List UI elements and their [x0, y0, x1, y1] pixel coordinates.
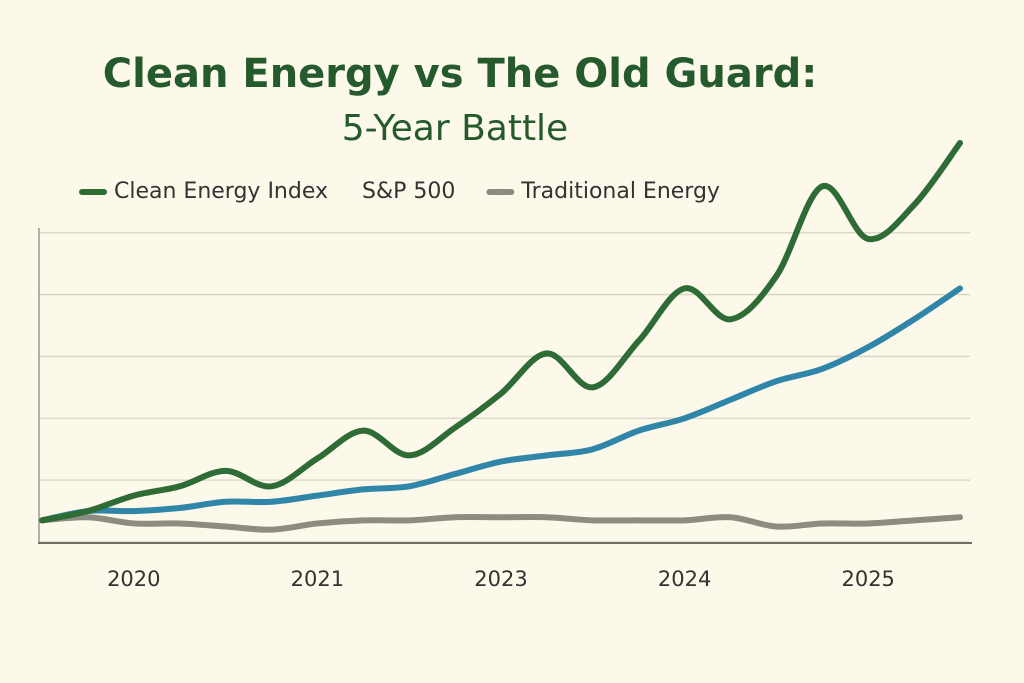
series-line	[39, 514, 963, 533]
series-line	[39, 285, 963, 524]
chart-title: Clean Energy vs The Old Guard:	[103, 51, 817, 97]
chart-subtitle: 5-Year Battle	[342, 108, 568, 149]
legend-label: S&P 500	[362, 179, 455, 204]
x-tick-label: 2021	[291, 567, 344, 591]
x-tick-label: 2020	[107, 567, 160, 591]
x-tick-label: 2024	[658, 567, 711, 591]
x-tick-label: 2023	[474, 567, 527, 591]
legend-label: Traditional Energy	[520, 179, 720, 204]
legend-label: Clean Energy Index	[114, 179, 328, 204]
x-tick-label: 2025	[841, 567, 894, 591]
series-line	[39, 140, 963, 524]
